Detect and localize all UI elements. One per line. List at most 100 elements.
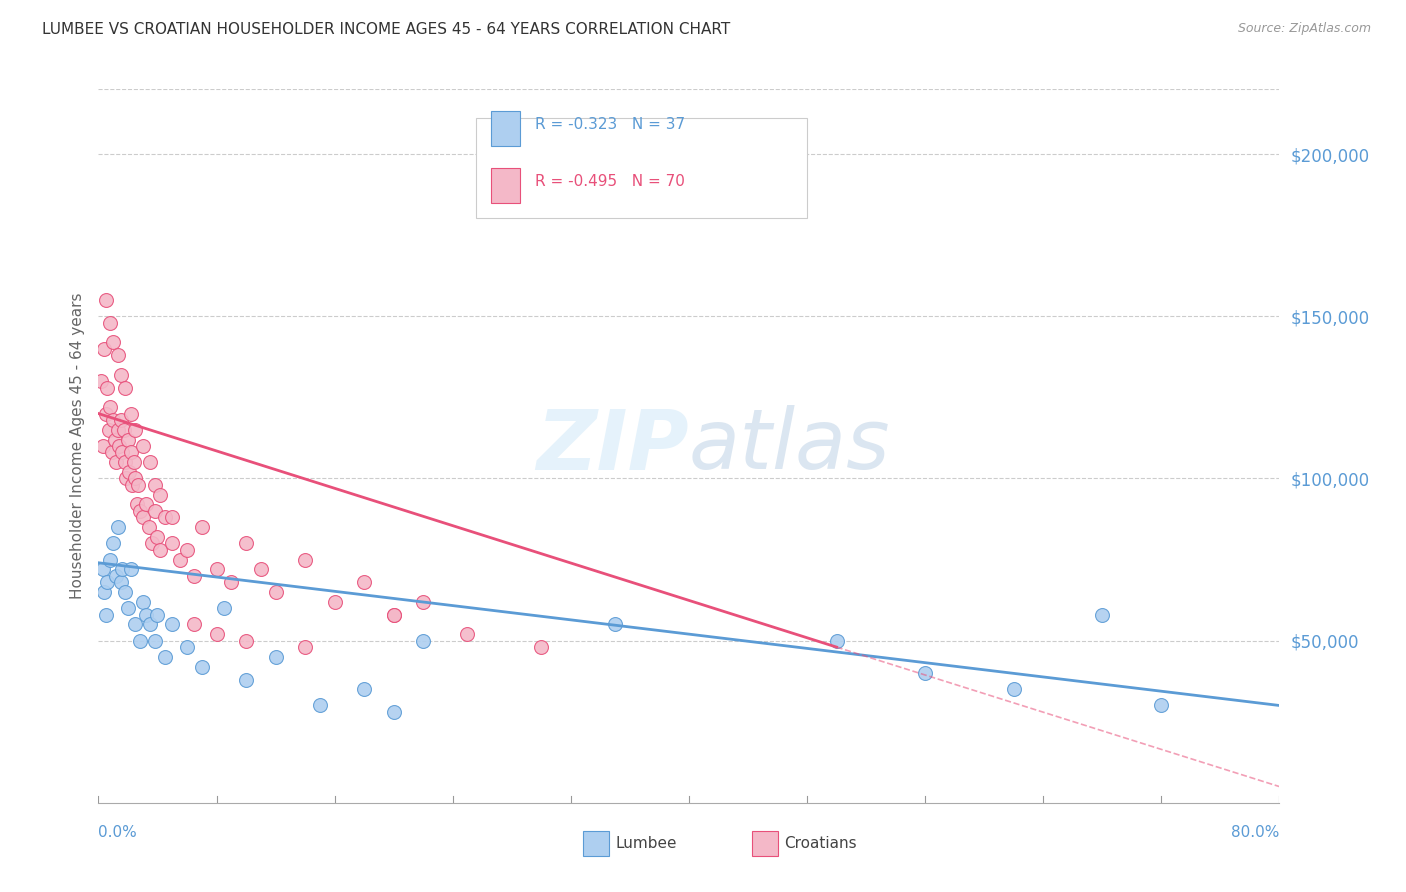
- Point: [205, 627, 228, 641]
- Point: [235, 633, 257, 648]
- Point: [104, 433, 127, 447]
- Point: [914, 666, 936, 681]
- Text: Croatians: Croatians: [785, 837, 858, 851]
- Point: [98, 316, 121, 330]
- Point: [135, 497, 157, 511]
- Point: [169, 552, 191, 566]
- Point: [191, 520, 214, 534]
- Point: [353, 682, 375, 697]
- Point: [456, 627, 478, 641]
- Point: [219, 575, 242, 590]
- Point: [105, 455, 128, 469]
- Point: [107, 348, 129, 362]
- Point: [107, 423, 129, 437]
- Point: [382, 705, 405, 719]
- Point: [212, 601, 235, 615]
- Point: [120, 407, 142, 421]
- Point: [108, 439, 131, 453]
- Point: [103, 413, 125, 427]
- Point: [323, 595, 346, 609]
- Point: [162, 617, 183, 632]
- Point: [139, 617, 162, 632]
- Point: [120, 562, 142, 576]
- Point: [128, 633, 150, 648]
- Point: [112, 423, 135, 437]
- Point: [94, 293, 117, 307]
- Point: [90, 374, 112, 388]
- Point: [111, 445, 134, 459]
- Point: [1091, 607, 1114, 622]
- Point: [98, 552, 121, 566]
- Point: [97, 423, 120, 437]
- Point: [143, 478, 166, 492]
- Text: ZIP: ZIP: [536, 406, 689, 486]
- Point: [135, 607, 157, 622]
- Point: [153, 649, 176, 664]
- Y-axis label: Householder Income Ages 45 - 64 years: Householder Income Ages 45 - 64 years: [69, 293, 84, 599]
- Point: [115, 471, 138, 485]
- Point: [107, 520, 129, 534]
- Text: 80.0%: 80.0%: [1232, 825, 1279, 840]
- Point: [110, 575, 132, 590]
- Point: [149, 488, 172, 502]
- Point: [176, 640, 198, 654]
- Point: [294, 552, 316, 566]
- Point: [128, 504, 150, 518]
- Text: 0.0%: 0.0%: [98, 825, 138, 840]
- Point: [110, 413, 132, 427]
- Point: [143, 504, 166, 518]
- Point: [605, 617, 627, 632]
- Point: [94, 607, 117, 622]
- Text: R = -0.323   N = 37: R = -0.323 N = 37: [536, 118, 686, 132]
- Point: [162, 510, 183, 524]
- Point: [117, 601, 139, 615]
- Point: [176, 542, 198, 557]
- Point: [127, 478, 149, 492]
- Point: [412, 633, 434, 648]
- Point: [149, 542, 172, 557]
- Point: [91, 562, 114, 576]
- Point: [117, 433, 139, 447]
- Point: [114, 585, 136, 599]
- Point: [96, 381, 118, 395]
- Point: [91, 439, 114, 453]
- Text: atlas: atlas: [689, 406, 890, 486]
- Point: [122, 455, 145, 469]
- Text: LUMBEE VS CROATIAN HOUSEHOLDER INCOME AGES 45 - 64 YEARS CORRELATION CHART: LUMBEE VS CROATIAN HOUSEHOLDER INCOME AG…: [42, 22, 731, 37]
- Point: [124, 617, 146, 632]
- Point: [1150, 698, 1173, 713]
- Point: [235, 673, 257, 687]
- Point: [120, 445, 142, 459]
- Point: [530, 640, 553, 654]
- Point: [382, 607, 405, 622]
- Point: [124, 471, 146, 485]
- Text: R = -0.495   N = 70: R = -0.495 N = 70: [536, 175, 685, 189]
- FancyBboxPatch shape: [491, 168, 520, 203]
- Point: [110, 368, 132, 382]
- Point: [138, 520, 160, 534]
- Point: [143, 633, 166, 648]
- Point: [382, 607, 405, 622]
- Point: [132, 439, 155, 453]
- Point: [294, 640, 316, 654]
- Point: [353, 575, 375, 590]
- Point: [309, 698, 332, 713]
- Point: [250, 562, 273, 576]
- Point: [264, 649, 287, 664]
- Point: [412, 595, 434, 609]
- Point: [103, 536, 125, 550]
- FancyBboxPatch shape: [491, 111, 520, 146]
- Point: [183, 568, 205, 582]
- Point: [96, 575, 118, 590]
- Point: [141, 536, 163, 550]
- Point: [235, 536, 257, 550]
- Point: [132, 510, 155, 524]
- Point: [103, 335, 125, 350]
- Point: [153, 510, 176, 524]
- Point: [114, 455, 136, 469]
- Point: [162, 536, 183, 550]
- Point: [139, 455, 162, 469]
- Point: [264, 585, 287, 599]
- Point: [121, 478, 143, 492]
- FancyBboxPatch shape: [477, 118, 807, 218]
